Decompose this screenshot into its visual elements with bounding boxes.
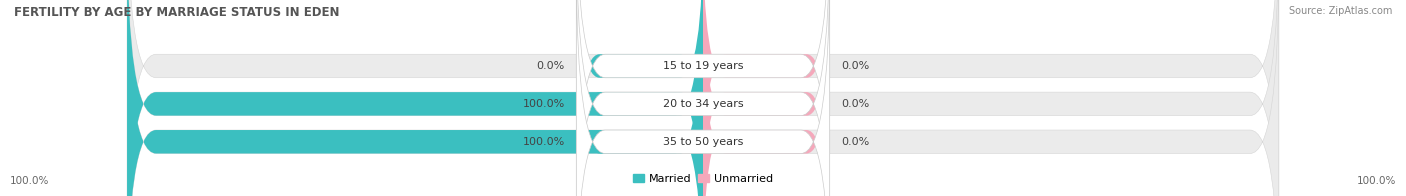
- Text: 0.0%: 0.0%: [841, 137, 869, 147]
- Legend: Married, Unmarried: Married, Unmarried: [628, 170, 778, 189]
- FancyBboxPatch shape: [576, 0, 830, 196]
- FancyBboxPatch shape: [127, 0, 703, 196]
- Text: FERTILITY BY AGE BY MARRIAGE STATUS IN EDEN: FERTILITY BY AGE BY MARRIAGE STATUS IN E…: [14, 6, 340, 19]
- Text: 100.0%: 100.0%: [523, 137, 565, 147]
- FancyBboxPatch shape: [576, 0, 703, 196]
- FancyBboxPatch shape: [127, 0, 1279, 196]
- FancyBboxPatch shape: [576, 2, 703, 196]
- Text: Source: ZipAtlas.com: Source: ZipAtlas.com: [1288, 6, 1392, 16]
- Text: 35 to 50 years: 35 to 50 years: [662, 137, 744, 147]
- Text: 20 to 34 years: 20 to 34 years: [662, 99, 744, 109]
- Text: 15 to 19 years: 15 to 19 years: [662, 61, 744, 71]
- Text: 0.0%: 0.0%: [841, 61, 869, 71]
- FancyBboxPatch shape: [127, 0, 703, 196]
- Text: 0.0%: 0.0%: [841, 99, 869, 109]
- FancyBboxPatch shape: [703, 2, 830, 196]
- FancyBboxPatch shape: [703, 0, 830, 196]
- Text: 0.0%: 0.0%: [537, 61, 565, 71]
- Text: 100.0%: 100.0%: [523, 99, 565, 109]
- FancyBboxPatch shape: [127, 0, 1279, 196]
- FancyBboxPatch shape: [576, 0, 830, 196]
- Text: 100.0%: 100.0%: [1357, 176, 1396, 186]
- Text: 100.0%: 100.0%: [10, 176, 49, 186]
- FancyBboxPatch shape: [127, 0, 1279, 196]
- FancyBboxPatch shape: [576, 0, 830, 196]
- FancyBboxPatch shape: [703, 0, 830, 196]
- FancyBboxPatch shape: [576, 0, 703, 196]
